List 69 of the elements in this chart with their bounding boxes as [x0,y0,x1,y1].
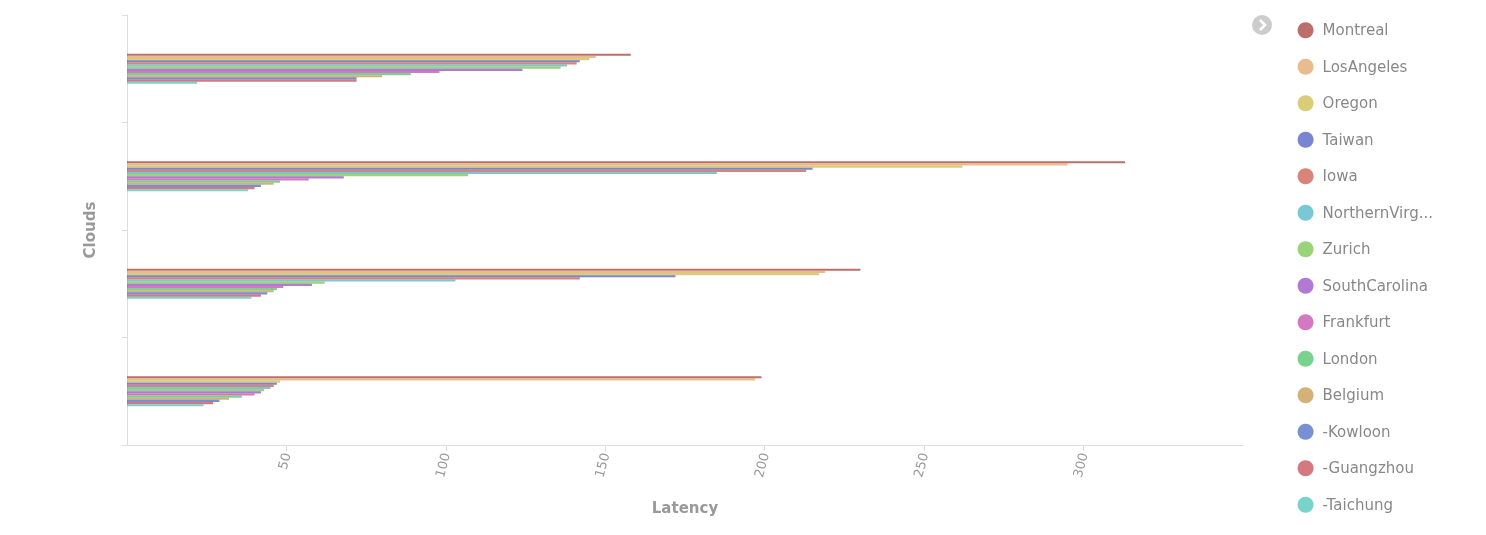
bar [127,180,281,183]
bar [127,294,261,297]
y-axis-title: Clouds [80,201,99,259]
x-tick-label: 150 [591,451,613,479]
bar [127,389,265,392]
legend-label: Frankfurt [1322,313,1391,332]
legend-label: Zurich [1322,240,1371,259]
bar [127,163,1068,166]
bar [127,402,214,405]
bar [127,165,963,168]
bar [127,73,411,76]
bar [127,161,1126,164]
bar [127,376,762,379]
legend-label: NorthernVirg... [1322,203,1433,222]
x-tick-label: 50 [274,451,294,471]
bar [127,66,561,69]
bar [127,167,813,170]
legend-label: London [1322,349,1378,368]
bar [127,64,568,67]
bar [127,189,249,192]
legend-label: LosAngeles [1322,57,1408,76]
legend-label: SouthCarolina [1322,276,1428,295]
bar [127,53,631,56]
bar [127,277,580,280]
bar [127,393,255,396]
bar [127,285,284,289]
bar [127,176,344,179]
bar [127,395,242,398]
bar [127,279,456,282]
legend-label: Montreal [1322,21,1389,40]
legend-label: Taiwan [1321,130,1374,149]
bar [127,81,198,84]
legend-label: -Kowloon [1322,422,1391,441]
x-tick-label: 300 [1069,451,1091,479]
bar [127,268,861,271]
bar [127,55,596,58]
bar [127,171,717,175]
legend-label: Iowa [1322,167,1358,186]
bar [127,399,220,402]
bar [127,174,469,177]
bar [127,292,268,295]
legend-label: -Guangzhou [1322,459,1414,478]
bar [127,391,261,394]
x-tick-label: 250 [910,451,932,479]
bar [127,178,309,181]
bar [127,404,204,407]
bar [127,378,756,381]
bar [127,58,590,61]
legend-label: -Taichung [1322,495,1393,514]
legend-label: Oregon [1322,94,1378,113]
bar [127,70,440,74]
legend-label: Belgium [1322,386,1385,405]
bar [127,380,281,383]
bar [127,169,807,172]
bar [127,182,274,185]
x-tick-label: 100 [432,451,454,479]
x-axis-title: Latency [651,498,719,517]
x-tick-label: 200 [751,451,772,479]
bar [127,273,819,276]
bar [127,184,261,187]
bar [127,270,826,273]
bar [127,275,676,278]
bar [127,68,523,71]
bar [127,397,230,400]
bar [127,75,383,78]
bar [127,281,325,284]
bar [127,283,312,286]
bar [127,187,255,190]
bar [127,296,252,299]
